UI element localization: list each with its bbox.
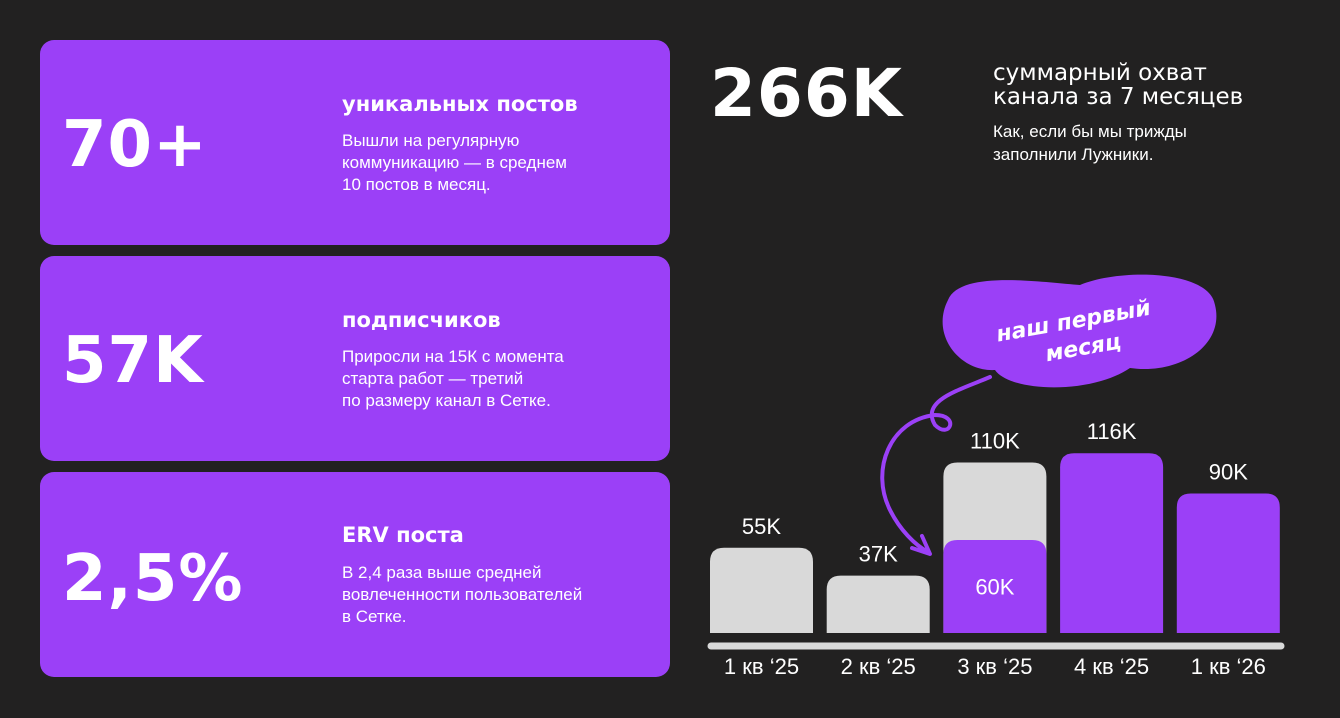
annotation-cloud [942, 274, 1217, 388]
card-text: Приросли на 15К с момента [342, 347, 564, 366]
bar [943, 540, 1047, 633]
x-tick-label: 1 кв ‘26 [1191, 654, 1266, 679]
card-title: подписчиков [342, 308, 501, 332]
value-label: 116K [1087, 419, 1137, 444]
card-text: вовлеченности пользователей [342, 585, 582, 604]
card-number: 57K [62, 324, 205, 398]
card-text: Вышли на регулярную [342, 131, 520, 150]
x-tick-label: 3 кв ‘25 [957, 654, 1032, 679]
bar [1060, 453, 1164, 633]
bar [826, 575, 930, 633]
card-text: в Сетке. [342, 607, 407, 626]
x-tick-label: 4 кв ‘25 [1074, 654, 1149, 679]
value-label: 110K [970, 429, 1020, 454]
card-text: коммуникацию — в среднем [342, 153, 567, 172]
card-number: 2,5% [62, 542, 244, 616]
card-text: по размеру канал в Сетке. [342, 391, 551, 410]
reach-number: 266K [710, 55, 905, 132]
bar [710, 547, 813, 633]
card: 70+ уникальных постов Вышли на регулярну… [40, 40, 670, 245]
card-bg [40, 40, 670, 245]
card-text: 10 постов в месяц. [342, 175, 491, 194]
reach-text: Как, если бы мы трижды [993, 122, 1187, 141]
card-text: В 2,4 раза выше средней [342, 563, 541, 582]
card-title: ERV поста [342, 523, 464, 547]
value-label: 60K [975, 575, 1014, 600]
card: 57K подписчиков Приросли на 15К с момент… [40, 256, 670, 461]
annotation-arrow [880, 375, 992, 556]
card-bg [40, 256, 670, 461]
x-tick-label: 2 кв ‘25 [841, 654, 916, 679]
x-tick-label: 1 кв ‘25 [724, 654, 799, 679]
reach-title: канала за 7 месяцев [993, 84, 1243, 110]
card-title: уникальных постов [342, 92, 578, 116]
card-text: старта работ — третий [342, 369, 523, 388]
bar [1176, 493, 1280, 633]
reach-text: заполнили Лужники. [993, 145, 1153, 164]
reach-title: суммарный охват [993, 60, 1207, 86]
card-number: 70+ [62, 108, 208, 182]
value-label: 55K [742, 514, 781, 539]
card-bg [40, 472, 670, 677]
card: 2,5% ERV поста В 2,4 раза выше средней в… [40, 472, 670, 677]
value-label: 90K [1209, 460, 1248, 485]
value-label: 37K [859, 542, 898, 567]
